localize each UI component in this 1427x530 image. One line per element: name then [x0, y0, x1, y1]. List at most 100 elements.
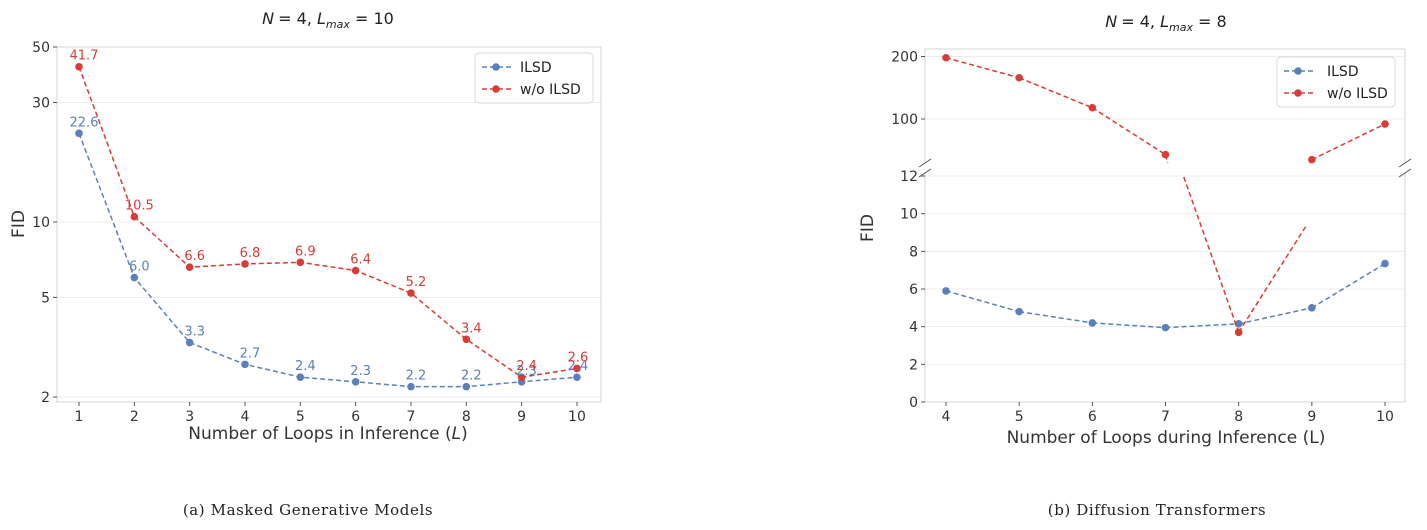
panel-b-series-segment-ilsd-5-0 — [1311, 262, 1386, 309]
panel-b-xtick-label-6: 6 — [1088, 409, 1097, 425]
panel-a: N = 4, Lmax = 10 2 5 10 30 50 1 2 3 4 5 6 7 8 9 10 22.… — [9, 9, 602, 519]
panel-a-point-w-o-ilsd-2 — [130, 212, 139, 221]
panel-a-ytick-label-30: 30 — [32, 96, 50, 112]
panel-a-point-w-o-ilsd-9 — [517, 373, 526, 381]
panel-a-data-label-ilsd-10: 2.4 — [568, 359, 589, 374]
panel-a-legend-ilsd-marker — [492, 63, 500, 71]
panel-b-series-segment-w-o-ilsd-5-0 — [1311, 123, 1386, 161]
panel-b-series-segment-ilsd-1-0 — [1019, 310, 1093, 324]
panel-a-point-ilsd-10 — [573, 373, 581, 381]
panel-a-point-w-o-ilsd-6 — [351, 266, 360, 275]
panel-b-series-segment-ilsd-4-0 — [1238, 307, 1313, 325]
panel-a-data-label-w-o-ilsd-5: 6.9 — [295, 244, 316, 259]
panel-a-xtick-label-2: 2 — [130, 409, 139, 425]
panel-a-point-w-o-ilsd-4 — [241, 260, 249, 268]
panel-b-x-ticks: 4 5 6 7 8 9 10 — [942, 402, 1394, 425]
panel-b-point-ilsd-4 — [942, 287, 950, 295]
panel-a-point-w-o-ilsd-8 — [462, 335, 471, 344]
panel-a-data-label-ilsd-6: 2.3 — [350, 364, 371, 379]
panel-b-y-ticks: 100 200 0 2 4 6 8 10 12 — [891, 50, 925, 411]
panel-a-legend-box — [474, 52, 594, 104]
panel-a-point-ilsd-1 — [75, 129, 83, 138]
panel-a-xtick-label-8: 8 — [462, 409, 471, 425]
panel-b-point-ilsd-8 — [1234, 320, 1243, 328]
panel-b-ytick-label-4: 4 — [909, 320, 918, 336]
panel-b-legend-woilsd-marker — [1294, 89, 1302, 97]
panel-b-xtick-label-4: 4 — [942, 409, 951, 425]
panel-b-point-w-o-ilsd-8 — [1234, 328, 1243, 337]
panel-b-series-segment-w-o-ilsd-2-0 — [1091, 107, 1166, 156]
panel-b-point-w-o-ilsd-7 — [1161, 150, 1170, 159]
panel-b-xtick-label-5: 5 — [1015, 409, 1024, 425]
panel-a-point-w-o-ilsd-10 — [573, 364, 581, 373]
panel-b-series-segment-w-o-ilsd-4-0 — [1238, 224, 1308, 333]
panel-a-xtick-label-9: 9 — [517, 409, 526, 425]
panel-b-point-ilsd-5 — [1015, 307, 1023, 316]
panel-b-series-segment-ilsd-0-0 — [945, 290, 1020, 313]
panel-a-point-ilsd-4 — [241, 360, 249, 369]
panel-b-xtick-label-9: 9 — [1307, 409, 1316, 425]
panel-a-xtick-label-6: 6 — [351, 409, 360, 425]
panel-b-xtick-label-10: 10 — [1376, 409, 1394, 425]
panel-b-ytick-label-6: 6 — [909, 282, 918, 298]
panel-a-ytick-label-50: 50 — [32, 40, 50, 56]
panel-a-caption: (a) Masked Generative Models — [183, 501, 433, 519]
panel-a-point-w-o-ilsd-5 — [296, 258, 305, 267]
panel-b-xtick-label-8: 8 — [1234, 409, 1243, 425]
panel-a-legend-woilsd-marker — [492, 85, 500, 93]
panel-b-legend: ILSD w/o ILSD — [1276, 56, 1396, 108]
panel-b-ytick-label-0: 0 — [909, 395, 918, 411]
panel-b-series-segment-ilsd-3-0 — [1165, 323, 1239, 329]
panel-a-legend-ilsd-label: ILSD — [520, 60, 552, 76]
panel-a-data-label-ilsd-8: 2.2 — [461, 369, 482, 384]
panel-b-point-ilsd-10 — [1381, 259, 1389, 268]
panel-b-plot-frame — [918, 48, 1412, 403]
panel-b-legend-ilsd-label: ILSD — [1327, 64, 1359, 80]
panel-a-xtick-label-7: 7 — [407, 409, 416, 425]
panel-b-xtick-label-7: 7 — [1161, 409, 1170, 425]
panel-a-data-label-ilsd-7: 2.2 — [406, 369, 427, 384]
panel-a-title: N = 4, Lmax = 10 — [262, 9, 394, 31]
panel-b-series-segment-w-o-ilsd-1-0 — [1018, 77, 1093, 109]
panel-b-point-w-o-ilsd-4 — [942, 53, 950, 62]
panel-a-legend: ILSD w/o ILSD — [474, 52, 594, 104]
panel-a-point-ilsd-6 — [351, 378, 360, 386]
panel-b-point-ilsd-7 — [1161, 323, 1170, 332]
panel-b-ytick-label-100: 100 — [891, 112, 918, 128]
panel-a-data-label-w-o-ilsd-10: 2.6 — [568, 350, 589, 365]
panel-b-point-ilsd-6 — [1088, 319, 1097, 327]
panel-a-y-ticks: 2 5 10 30 50 — [32, 40, 57, 406]
panel-b-ytick-label-10: 10 — [900, 207, 918, 223]
panel-a-point-ilsd-3 — [185, 338, 194, 347]
panel-b-legend-woilsd-label: w/o ILSD — [1327, 86, 1388, 102]
panel-a-data-label-w-o-ilsd-2: 10.5 — [125, 199, 154, 214]
panel-a-data-label-w-o-ilsd-6: 6.4 — [350, 253, 371, 268]
panel-a-data-label-ilsd-3: 3.3 — [184, 325, 205, 340]
panel-a-xtick-label-10: 10 — [568, 409, 586, 425]
panel-a-plot-frame — [56, 46, 602, 403]
panel-a-legend-woilsd-label: w/o ILSD — [520, 82, 581, 98]
panel-b-point-w-o-ilsd-6 — [1088, 103, 1097, 112]
panel-b-series-segment-ilsd-2-0 — [1092, 322, 1166, 329]
panel-b-point-ilsd-9 — [1308, 304, 1316, 312]
panel-b-legend-box — [1276, 56, 1396, 108]
panel-b-ytick-label-12: 12 — [900, 169, 918, 185]
panel-a-series-line-ilsd — [78, 133, 578, 388]
panel-a-xtick-label-1: 1 — [75, 409, 84, 425]
panel-b-ytick-label-2: 2 — [909, 357, 918, 373]
panel-a-data-label-w-o-ilsd-8: 3.4 — [461, 321, 482, 336]
panel-a-ytick-label-2: 2 — [41, 390, 50, 406]
panel-a-point-w-o-ilsd-3 — [185, 263, 194, 271]
panel-a-data-label-ilsd-2: 6.0 — [129, 260, 150, 275]
panel-b-axis-break-mark-0 — [918, 158, 932, 168]
panel-a-data-label-w-o-ilsd-3: 6.6 — [184, 249, 205, 264]
panel-a-data-label-ilsd-4: 2.7 — [240, 346, 261, 361]
panel-a-data-label-w-o-ilsd-9: 2.4 — [516, 359, 537, 374]
panel-b-y-axis-label: FID — [858, 214, 878, 242]
panel-a-x-axis-label: Number of Loops in Inference (L) — [188, 424, 467, 444]
panel-b-x-axis-label: Number of Loops during Inference (L) — [1007, 428, 1326, 448]
panel-a-ytick-label-10: 10 — [32, 215, 50, 231]
panel-b-title: N = 4, Lmax = 8 — [1105, 12, 1226, 34]
